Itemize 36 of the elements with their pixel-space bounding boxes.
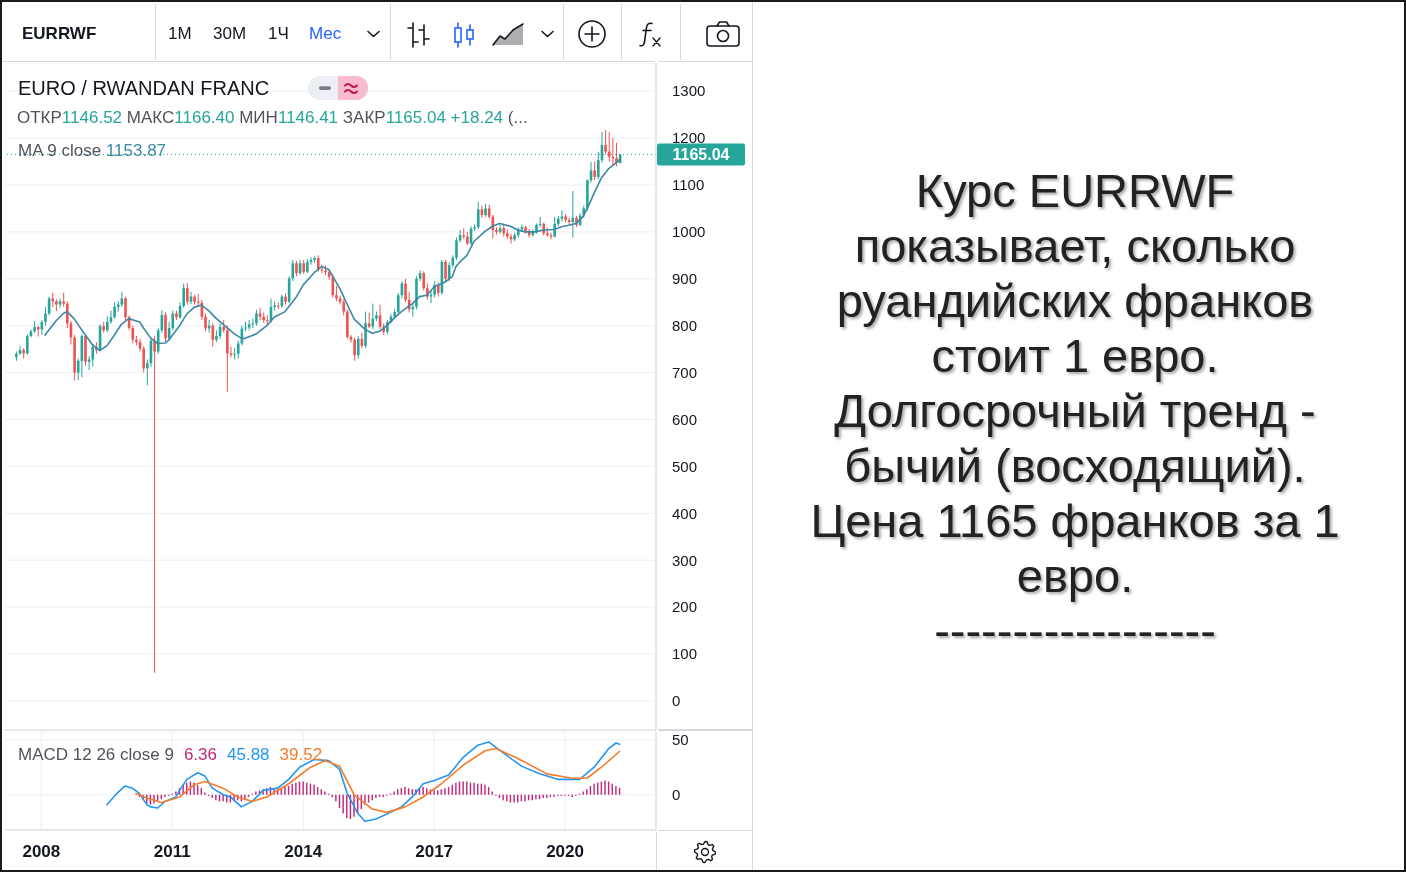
y-tick-label: 0	[672, 786, 681, 804]
y-tick-label: 1000	[672, 223, 706, 241]
text: Мес	[309, 24, 342, 44]
text: 1Ч	[268, 24, 289, 44]
text: MACD 12 26 close 9	[18, 745, 174, 765]
x-tick-label: 2011	[153, 842, 191, 862]
text: ОТКР1146.52 МАКС1166.40 МИН1146.41 ЗАКР1165.04 +18.24 (...	[17, 108, 528, 127]
ref-line-label: 1165.04	[672, 146, 730, 164]
y-tick-label: 0	[672, 692, 681, 710]
text: Курс EURRWF показывает, сколько руандийских франков стоит 1 евро. Долгосрочный тренд - бычий (восходящий). Цена 1165 франков за 1 евро.	[810, 164, 1340, 602]
y-tick-label: 700	[672, 363, 698, 381]
x-tick-label: 2008	[22, 842, 61, 862]
y-tick-label: 300	[672, 551, 698, 569]
text: 30М	[213, 24, 247, 44]
annotation: 6.36	[183, 745, 217, 765]
text: EURO / RWANDAN FRANC	[18, 76, 270, 100]
y-tick-label: 200	[672, 598, 698, 616]
x-tick-label: 2020	[546, 842, 584, 862]
annotation: MA 9 close 1153.87	[18, 141, 167, 160]
y-tick-label: 600	[672, 410, 698, 428]
text: EURRWF	[22, 24, 97, 44]
y-tick-label: 100	[672, 645, 698, 663]
text: 1М	[168, 24, 192, 44]
annotation: 39.52	[279, 745, 323, 765]
text: ------------------	[934, 604, 1216, 657]
x-tick-label: 2014	[284, 842, 323, 862]
y-tick-label: 800	[672, 317, 698, 334]
x-tick-label: 2017	[415, 842, 454, 862]
y-tick-label: 1100	[672, 176, 705, 194]
y-tick-label: 400	[672, 504, 698, 522]
y-tick-label: 1200	[672, 129, 706, 147]
y-tick-label: 1300	[672, 82, 706, 100]
annotation: 45.88	[227, 745, 270, 765]
y-tick-label: 50	[672, 731, 689, 749]
y-tick-label: 500	[672, 457, 698, 475]
y-tick-label: 900	[672, 270, 698, 288]
